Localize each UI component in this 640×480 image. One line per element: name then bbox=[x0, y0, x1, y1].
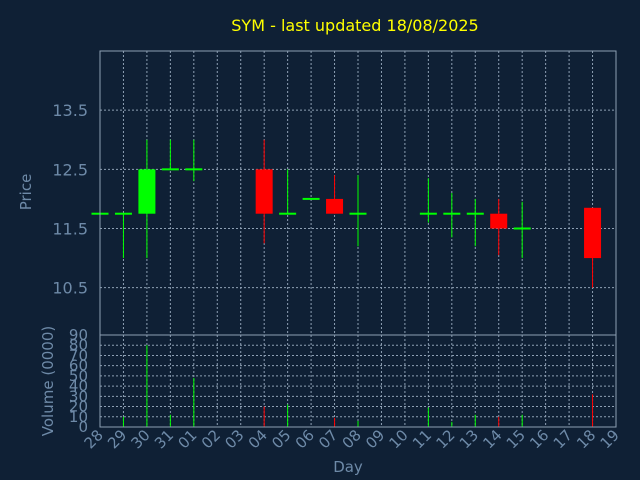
day-tick-label: 04 bbox=[245, 426, 271, 452]
volume-tick-label: 10 bbox=[69, 408, 88, 426]
day-tick-label: 14 bbox=[479, 426, 505, 452]
day-tick-label: 10 bbox=[386, 426, 412, 452]
day-tick-label: 11 bbox=[409, 426, 435, 452]
candle-body bbox=[255, 169, 273, 214]
volume-tick-label: 70 bbox=[69, 346, 88, 364]
day-tick-label: 16 bbox=[526, 426, 552, 452]
volume-tick-label: 0 bbox=[78, 418, 88, 436]
day-tick-label: 02 bbox=[198, 426, 224, 452]
day-tick-label: 03 bbox=[221, 426, 247, 452]
volume-axis-label: Volume (0000) bbox=[39, 326, 57, 436]
price-axis-label: Price bbox=[17, 174, 35, 211]
day-tick-label: 08 bbox=[339, 426, 365, 452]
candle-body bbox=[584, 207, 602, 259]
price-tick-label: 12.5 bbox=[52, 160, 88, 179]
candle-body bbox=[161, 168, 179, 171]
day-tick-label: 19 bbox=[597, 426, 623, 452]
day-tick-label: 31 bbox=[151, 426, 177, 452]
volume-panel: 0102030405060708090282930310102030405060… bbox=[69, 326, 623, 452]
candle-body bbox=[419, 212, 437, 215]
volume-plot-frame bbox=[99, 334, 617, 428]
day-axis-label: Day bbox=[333, 458, 363, 476]
volume-tick-label: 80 bbox=[69, 336, 88, 354]
day-tick-label: 09 bbox=[362, 426, 388, 452]
candle-body bbox=[513, 227, 531, 230]
volume-tick-label: 90 bbox=[69, 326, 88, 344]
volume-tick-label: 60 bbox=[69, 357, 88, 375]
candle-body bbox=[114, 212, 132, 215]
volume-tick-label: 50 bbox=[69, 367, 88, 385]
candle-body bbox=[326, 198, 344, 214]
day-tick-label: 15 bbox=[503, 426, 529, 452]
day-tick-label: 12 bbox=[432, 426, 458, 452]
day-tick-label: 29 bbox=[104, 426, 130, 452]
price-panel: 13.5 12.5 11.5 10.5 bbox=[52, 50, 617, 336]
price-tick-label: 13.5 bbox=[52, 101, 88, 120]
volume-tick-label: 30 bbox=[69, 387, 88, 405]
day-tick-label: 18 bbox=[573, 426, 599, 452]
day-tick-label: 17 bbox=[550, 426, 576, 452]
candle-body bbox=[302, 197, 320, 200]
price-tick-label: 11.5 bbox=[52, 220, 88, 239]
candle-body bbox=[279, 212, 297, 215]
day-tick-label: 01 bbox=[174, 426, 200, 452]
day-tick-label: 05 bbox=[268, 426, 294, 452]
day-tick-label: 30 bbox=[128, 426, 154, 452]
volume-tick-label: 40 bbox=[69, 377, 88, 395]
day-tick-label: 13 bbox=[456, 426, 482, 452]
day-tick-label: 06 bbox=[292, 426, 318, 452]
chart-title: SYM - last updated 18/08/2025 bbox=[231, 16, 478, 35]
candle-body bbox=[349, 212, 367, 215]
candle-body bbox=[466, 212, 484, 215]
candle-body bbox=[185, 168, 203, 171]
volume-tick-label: 20 bbox=[69, 398, 88, 416]
price-tick-label: 10.5 bbox=[52, 279, 88, 298]
candle-body bbox=[490, 213, 508, 229]
candle-body bbox=[138, 169, 156, 214]
day-tick-label: 07 bbox=[315, 426, 341, 452]
candle-body bbox=[443, 212, 461, 215]
